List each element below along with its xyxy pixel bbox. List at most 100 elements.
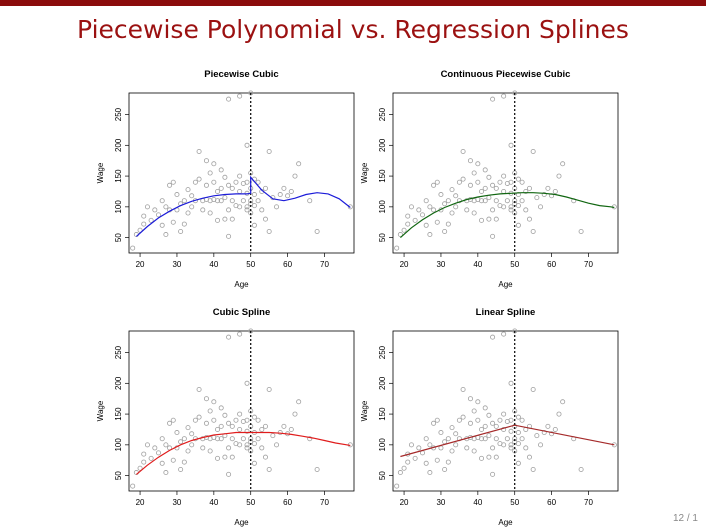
data-point: [288, 426, 294, 432]
data-point: [434, 417, 440, 423]
data-point: [471, 210, 477, 216]
data-point: [240, 436, 246, 442]
data-point: [423, 198, 429, 204]
data-point: [237, 411, 243, 417]
data-point: [519, 436, 525, 442]
data-point: [281, 423, 287, 429]
data-point: [501, 331, 507, 337]
data-point: [152, 207, 158, 213]
data-point: [508, 179, 514, 185]
data-point: [541, 192, 547, 198]
data-point: [482, 405, 488, 411]
x-tick-label: 40: [473, 260, 482, 269]
data-point: [501, 93, 507, 99]
data-point: [244, 417, 250, 423]
data-point: [347, 204, 353, 210]
data-point: [251, 222, 257, 228]
data-point: [453, 431, 459, 437]
data-point: [274, 204, 280, 210]
data-point: [218, 198, 224, 204]
data-point: [467, 420, 473, 426]
data-point: [229, 454, 235, 460]
data-point: [203, 158, 209, 164]
data-point: [545, 423, 551, 429]
chart-title: Linear Spline: [476, 307, 536, 318]
x-tick-label: 40: [209, 260, 218, 269]
data-point: [185, 425, 191, 431]
data-point: [144, 204, 150, 210]
data-point: [560, 399, 566, 405]
data-point: [530, 148, 536, 154]
data-point: [130, 483, 136, 489]
data-point: [397, 470, 403, 476]
data-point: [226, 471, 232, 477]
data-point: [556, 173, 562, 179]
data-point: [237, 426, 243, 432]
data-point: [244, 428, 250, 434]
data-point: [159, 198, 165, 204]
data-point: [475, 161, 481, 167]
data-point: [244, 380, 250, 386]
data-point: [442, 228, 448, 234]
data-point: [255, 198, 261, 204]
data-point: [479, 436, 485, 442]
data-point: [170, 219, 176, 225]
data-point: [445, 436, 451, 442]
y-tick-label: 100: [378, 438, 387, 452]
data-point: [504, 436, 510, 442]
data-point: [211, 161, 217, 167]
data-point: [229, 436, 235, 442]
data-point: [248, 90, 254, 96]
data-point: [226, 182, 232, 188]
data-point: [442, 439, 448, 445]
data-point: [456, 179, 462, 185]
data-point: [237, 173, 243, 179]
data-point: [141, 451, 147, 457]
data-point: [508, 380, 514, 386]
data-point: [207, 408, 213, 414]
data-point: [196, 148, 202, 154]
data-point: [508, 428, 514, 434]
data-point: [233, 179, 239, 185]
data-point: [475, 179, 481, 185]
fit-curve: [135, 175, 351, 237]
data-point: [178, 228, 184, 234]
data-point: [200, 207, 206, 213]
data-point: [288, 188, 294, 194]
y-tick-label: 100: [378, 200, 387, 214]
data-point: [508, 207, 514, 213]
data-point: [490, 207, 496, 213]
data-point: [449, 187, 455, 193]
data-point: [266, 228, 272, 234]
data-point: [479, 426, 485, 432]
data-point: [167, 182, 173, 188]
data-point: [141, 213, 147, 219]
data-point: [545, 185, 551, 191]
x-tick-label: 30: [436, 260, 445, 269]
data-point: [420, 212, 426, 218]
data-point: [163, 232, 169, 238]
data-point: [218, 405, 224, 411]
data-point: [490, 420, 496, 426]
data-point: [207, 170, 213, 176]
data-point: [405, 213, 411, 219]
x-tick-label: 60: [283, 260, 292, 269]
data-point: [497, 179, 503, 185]
data-point: [523, 445, 529, 451]
data-point: [508, 445, 514, 451]
data-point: [163, 442, 169, 448]
data-point: [274, 442, 280, 448]
data-point: [189, 431, 195, 437]
data-point: [416, 445, 422, 451]
x-tick-label: 50: [246, 260, 255, 269]
x-tick-label: 30: [436, 498, 445, 507]
data-point: [218, 185, 224, 191]
y-tick-label: 250: [114, 107, 123, 121]
data-point: [148, 455, 154, 461]
data-point: [456, 417, 462, 423]
data-point: [423, 436, 429, 442]
data-point: [449, 210, 455, 216]
x-tick-label: 60: [547, 260, 556, 269]
data-point: [534, 195, 540, 201]
data-point: [515, 414, 521, 420]
